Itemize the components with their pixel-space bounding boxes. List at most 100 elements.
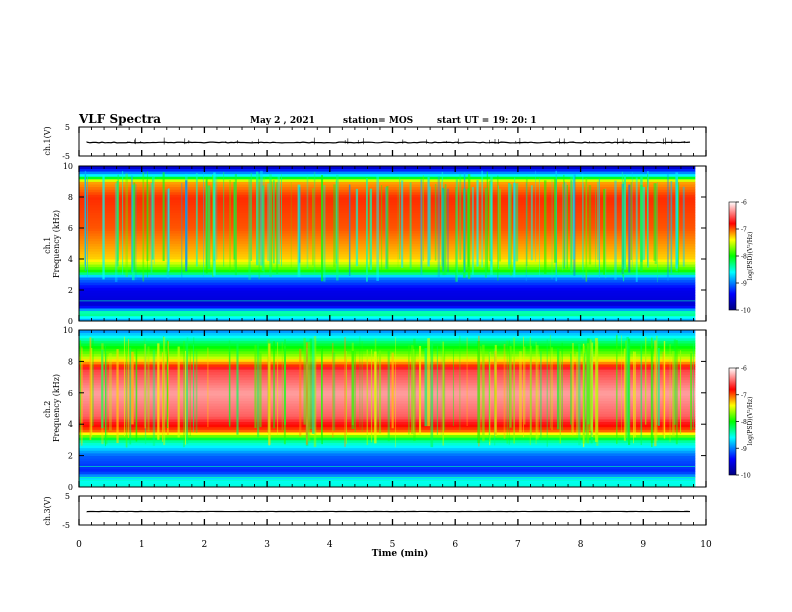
spectrogram-stripe (391, 352, 394, 429)
spectrogram-stripe (481, 170, 483, 268)
spectrogram-stripe (91, 338, 94, 427)
spectrogram-stripe (104, 344, 106, 447)
spectrogram-stripe (153, 176, 155, 265)
spectrogram-stripe (455, 178, 458, 282)
spectrogram-stripe (621, 335, 622, 433)
spectrogram-band (79, 424, 696, 428)
spectrogram-stripe (216, 175, 218, 260)
spectrogram-band (79, 277, 696, 281)
spectrogram-stripe (596, 341, 599, 446)
spectrogram-stripe (229, 180, 231, 272)
frequency-tick-label: 8 (68, 193, 73, 202)
spectrogram-stripe (306, 174, 309, 269)
spectrogram-stripe (583, 352, 585, 433)
spectrogram-stripe (576, 351, 579, 435)
spectrogram-band (79, 447, 696, 451)
spectrogram-band (79, 434, 696, 438)
spectrogram-stripe (261, 185, 265, 272)
spectrogram-stripe (513, 182, 516, 278)
spectrogram-stripe (116, 181, 119, 267)
spectrogram-stripe (524, 346, 526, 425)
spectrogram-stripe (185, 350, 186, 445)
time-tick-label: 9 (640, 540, 646, 550)
spectrogram-stripe (312, 188, 314, 266)
spectrogram-band (79, 452, 696, 456)
spectrogram-stripe (321, 175, 324, 282)
spectrogram-stripe (193, 337, 195, 426)
spectrogram-stripe (303, 337, 306, 425)
spectrogram-band (79, 345, 696, 349)
spectrogram-stripe (186, 337, 189, 444)
spectrogram-stripe (381, 184, 383, 270)
ch2-spectrogram-stripes (79, 334, 696, 482)
spectrogram-band (79, 350, 696, 354)
spectrogram-stripe (131, 175, 133, 273)
spectrogram-stripe (436, 346, 439, 435)
colorbar-tick-label: -7 (741, 227, 747, 234)
spectrogram-stripe (508, 183, 511, 265)
spectrogram-stripe (670, 181, 673, 274)
spectrogram-stripe (675, 172, 679, 269)
spectrogram-band (79, 371, 696, 375)
spectrogram-stripe (409, 182, 412, 269)
spectrogram-band (79, 445, 696, 449)
spectrogram-stripe (162, 352, 163, 442)
spectrogram-stripe (273, 180, 275, 264)
spectrogram-stripe (666, 174, 669, 281)
spectrogram-stripe (630, 182, 632, 260)
spectrogram-stripe (234, 174, 237, 276)
spectrogram-stripe (344, 337, 346, 447)
ch1-colorbar-ticks: -6 -7 -8 -9 -10 (736, 200, 751, 315)
spectrogram-stripe (105, 353, 108, 445)
time-tick-label: 4 (327, 540, 333, 550)
spectrogram-stripe (185, 180, 188, 272)
spectrogram-stripe (565, 182, 567, 266)
spectrogram-stripe (535, 345, 539, 440)
spectrogram-stripe (131, 184, 135, 281)
spectrogram-band (79, 387, 696, 391)
spectrogram-stripe (585, 349, 588, 443)
spectrogram-band (79, 282, 696, 286)
spectrogram-stripe (331, 342, 334, 438)
spectrogram-stripe (508, 182, 511, 269)
spectrogram-stripe (151, 176, 154, 260)
spectrogram-stripe (635, 177, 638, 282)
spectrogram-band (79, 405, 696, 409)
spectrogram-band (79, 400, 696, 404)
spectrogram-stripe (441, 171, 444, 261)
spectrogram-stripe (143, 337, 145, 427)
spectrogram-stripe (447, 188, 449, 272)
spectrogram-band (79, 340, 696, 344)
spectrogram-band (79, 305, 696, 309)
frequency-tick-label: 2 (68, 286, 73, 295)
spectrogram-band (79, 442, 696, 446)
spectrogram-stripe (551, 347, 553, 430)
spectrogram-stripe (146, 179, 148, 262)
spectrogram-stripe (80, 346, 83, 446)
spectrogram-stripe (385, 187, 388, 269)
spectrogram-stripe (273, 341, 275, 429)
spectrogram-band (79, 395, 696, 399)
ch2-ylabel-line1: ch.2 (43, 401, 52, 418)
spectrogram-stripe (675, 340, 678, 445)
spectrogram-stripe (442, 189, 445, 276)
spectrogram-stripe (91, 347, 93, 437)
spectrogram-stripe (386, 185, 389, 270)
ch1-ylabel-line2: Frequency (kHz) (52, 210, 61, 278)
spectrogram-stripe (354, 351, 356, 432)
spectrogram-band (79, 413, 696, 417)
spectrogram-stripe (673, 339, 676, 425)
spectrogram-band (79, 178, 696, 182)
spectrogram-band (79, 308, 696, 312)
spectrogram-stripe (585, 178, 588, 282)
spectrogram-stripe (570, 180, 572, 272)
spectrogram-stripe (276, 182, 279, 274)
spectrogram-band (79, 418, 696, 422)
ch1-spectrogram-panel: 0 2 4 6 8 10 ch.1 Frequency (kHz) -6 -7 -8 -9 -10… (43, 162, 754, 326)
spectrogram-stripe (631, 171, 633, 271)
spectrogram-band (79, 429, 696, 433)
spectrogram-band (79, 439, 696, 443)
spectrogram-stripe (152, 349, 156, 446)
spectrogram-stripe (321, 346, 323, 445)
spectrogram-stripe (116, 349, 119, 444)
